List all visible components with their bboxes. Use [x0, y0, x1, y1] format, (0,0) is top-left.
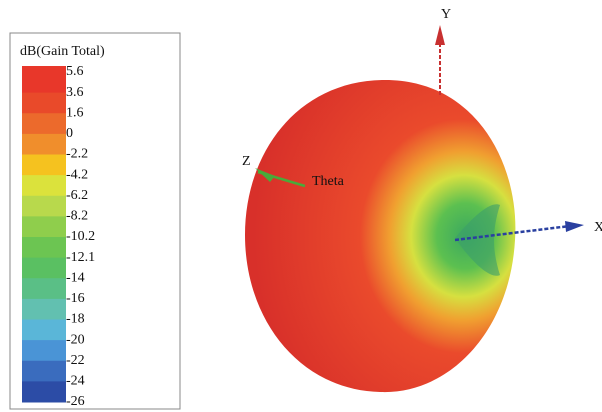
z-label: Z [242, 154, 251, 169]
pattern-dimple [455, 204, 500, 276]
level-label: -26 [66, 394, 85, 409]
level-label: 0 [66, 126, 73, 141]
color-band [22, 66, 66, 94]
level-label: 3.6 [66, 85, 84, 100]
x-label: X [594, 220, 602, 235]
legend-title: dB(Gain Total) [20, 44, 105, 59]
level-label: -24 [66, 374, 85, 389]
color-band [22, 298, 66, 320]
color-bar: 5.6 3.6 1.6 0 -2.2 -4.2 -6.2 -8.2 -10.2 -12.1 -14 -… [22, 64, 95, 409]
level-label: -16 [66, 291, 85, 306]
level-label: 1.6 [66, 105, 84, 120]
level-label: -22 [66, 353, 85, 368]
level-label: -4.2 [66, 167, 88, 182]
color-band [22, 278, 66, 300]
level-label: -2.2 [66, 147, 88, 162]
level-label: -12.1 [66, 250, 95, 265]
color-band [22, 133, 66, 155]
y-arrow [435, 25, 445, 45]
color-band [22, 175, 66, 197]
color-band [22, 340, 66, 362]
level-label: 5.6 [66, 64, 84, 79]
color-band [22, 360, 66, 382]
color-band [22, 195, 66, 217]
color-band [22, 381, 66, 403]
radiation-pattern [245, 80, 516, 393]
x-arrow [565, 221, 584, 232]
theta-label: Theta [312, 174, 345, 189]
level-label: -8.2 [66, 209, 88, 224]
color-band [22, 319, 66, 341]
y-label: Y [441, 7, 451, 22]
color-band [22, 92, 66, 114]
color-band [22, 113, 66, 135]
level-label: -18 [66, 312, 85, 327]
level-label: -14 [66, 270, 85, 285]
color-band [22, 237, 66, 259]
x-axis [454, 224, 571, 242]
z-arrow [255, 168, 275, 182]
level-label: -20 [66, 332, 85, 347]
level-label: -10.2 [66, 229, 95, 244]
color-band [22, 154, 66, 176]
level-label: -6.2 [66, 188, 88, 203]
color-band [22, 216, 66, 238]
color-band [22, 257, 66, 279]
